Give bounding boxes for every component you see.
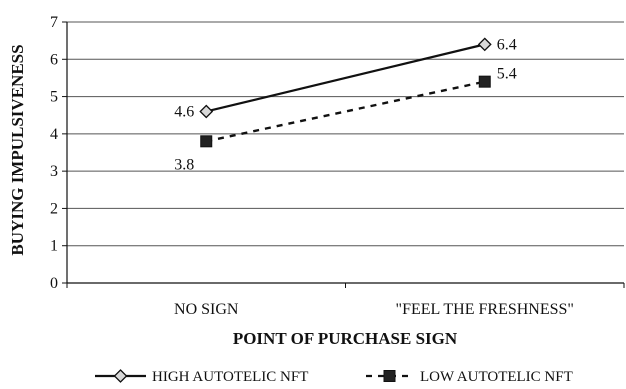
y-tick-label: 3 [50, 163, 58, 180]
data-point [199, 104, 214, 119]
data-point [478, 75, 491, 88]
data-label: 6.4 [497, 36, 517, 53]
data-point [477, 37, 492, 52]
series-low-autotelic-nft: 3.8 5.4 [174, 66, 517, 174]
y-tick-label: 0 [50, 275, 58, 292]
x-axis-ticks: NO SIGN "FEEL THE FRESHNESS" [66, 283, 625, 318]
axes [66, 22, 624, 284]
data-label: 3.8 [174, 156, 194, 173]
x-tick-label: NO SIGN [174, 301, 239, 318]
legend-marker [113, 369, 128, 383]
series-group: 4.6 6.4 3.8 5.4 [174, 36, 517, 173]
y-tick-label: 6 [50, 51, 58, 68]
x-tick-label: "FEEL THE FRESHNESS" [396, 301, 574, 318]
series-line [205, 43, 486, 113]
y-tick-label: 5 [50, 89, 58, 106]
series-high-autotelic-nft: 4.6 6.4 [174, 36, 517, 120]
gridlines [67, 21, 624, 247]
legend-label: HIGH AUTOTELIC NFT [152, 369, 308, 385]
x-axis-title: POINT OF PURCHASE SIGN [233, 329, 458, 348]
y-tick-label: 7 [50, 14, 58, 31]
legend-label: LOW AUTOTELIC NFT [420, 369, 573, 385]
series-line [205, 80, 486, 143]
y-tick-label: 1 [50, 238, 58, 255]
legend-item: HIGH AUTOTELIC NFT [95, 369, 308, 385]
y-tick-label: 4 [50, 126, 58, 143]
data-point [200, 135, 213, 148]
legend: HIGH AUTOTELIC NFT LOW AUTOTELIC NFT [95, 369, 573, 385]
y-tick-label: 2 [50, 200, 58, 217]
legend-marker [383, 370, 396, 382]
y-axis-ticks: 0 1 2 3 4 5 6 7 [50, 14, 67, 292]
legend-item: LOW AUTOTELIC NFT [366, 369, 573, 385]
data-label: 5.4 [497, 66, 517, 83]
data-label: 4.6 [174, 103, 194, 120]
y-axis-title: BUYING IMPULSIVENESS [8, 44, 27, 255]
